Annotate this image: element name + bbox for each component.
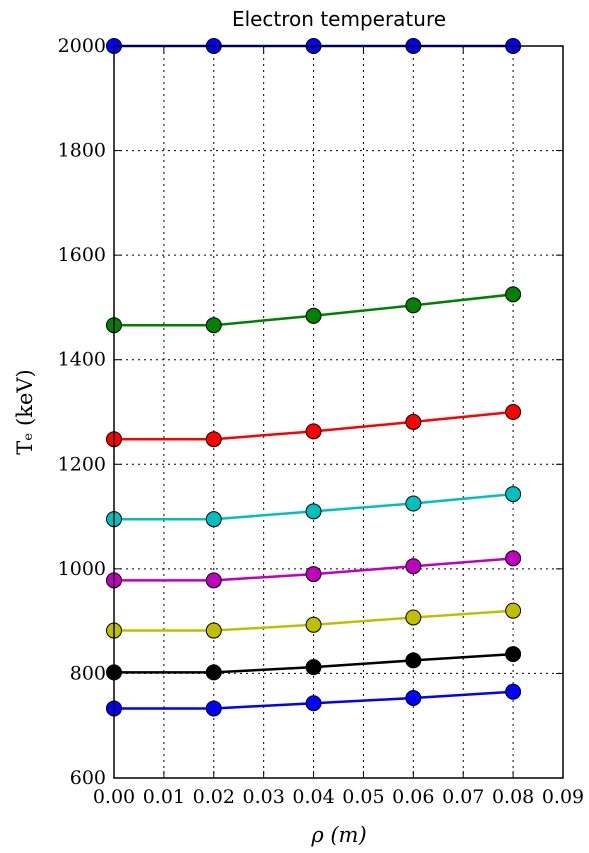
x-tick-label: 0.06 — [392, 786, 434, 808]
data-point — [305, 503, 322, 520]
x-tick-label: 0.08 — [492, 786, 534, 808]
data-series — [106, 646, 522, 681]
data-series — [106, 602, 522, 639]
x-tick-label: 0.09 — [542, 786, 584, 808]
y-tick-label: 800 — [70, 662, 106, 684]
data-point — [505, 646, 522, 663]
data-point — [305, 659, 322, 676]
data-point — [505, 404, 522, 420]
y-tick-label: 1400 — [58, 349, 106, 371]
data-point — [205, 511, 222, 528]
axis-ticks: 0.00 0.01 0.02 0.03 0.04 0.05 0.06 0.07 0.08 0.09… — [58, 35, 585, 808]
x-tick-label: 0.05 — [342, 786, 384, 808]
y-tick-label: 2000 — [58, 35, 106, 57]
data-point — [205, 572, 222, 589]
data-point — [305, 616, 322, 633]
data-point — [205, 664, 222, 681]
data-point — [305, 566, 322, 583]
y-axis-label: Tₑ (keV) — [13, 369, 37, 455]
data-series — [106, 550, 522, 589]
data-point — [305, 695, 322, 712]
y-tick-label: 1200 — [58, 453, 106, 475]
chart-title: Electron temperature — [232, 7, 446, 31]
data-point — [405, 297, 422, 314]
y-tick-label: 600 — [70, 767, 106, 789]
x-tick-label: 0.03 — [243, 786, 285, 808]
data-series — [106, 286, 522, 334]
data-point — [205, 317, 222, 334]
data-point — [305, 423, 322, 440]
data-point — [505, 683, 522, 700]
data-series — [106, 404, 522, 448]
data-point — [505, 486, 522, 503]
x-tick-label: 0.01 — [143, 786, 185, 808]
data-point — [205, 700, 222, 717]
data-series — [106, 683, 522, 717]
data-point — [305, 307, 322, 324]
x-tick-label: 0.07 — [442, 786, 484, 808]
data-series — [106, 486, 522, 528]
data-point — [405, 690, 422, 707]
x-tick-label: 0.04 — [292, 786, 334, 808]
x-tick-label: 0.00 — [93, 786, 135, 808]
x-axis-label: ρ (m) — [310, 823, 366, 847]
plot-frame — [113, 45, 564, 779]
y-tick-label: 1800 — [58, 140, 106, 162]
data-point — [505, 550, 522, 567]
data-point — [405, 609, 422, 626]
y-tick-label: 1000 — [58, 558, 106, 580]
data-point — [405, 495, 422, 512]
data-point — [405, 558, 422, 575]
data-point — [405, 652, 422, 669]
grid-lines — [114, 46, 563, 778]
y-tick-label: 1600 — [58, 244, 106, 266]
data-point — [505, 286, 522, 303]
x-tick-label: 0.02 — [193, 786, 235, 808]
data-point — [205, 622, 222, 639]
data-point — [505, 602, 522, 619]
data-point — [405, 413, 422, 430]
data-point — [205, 431, 222, 448]
